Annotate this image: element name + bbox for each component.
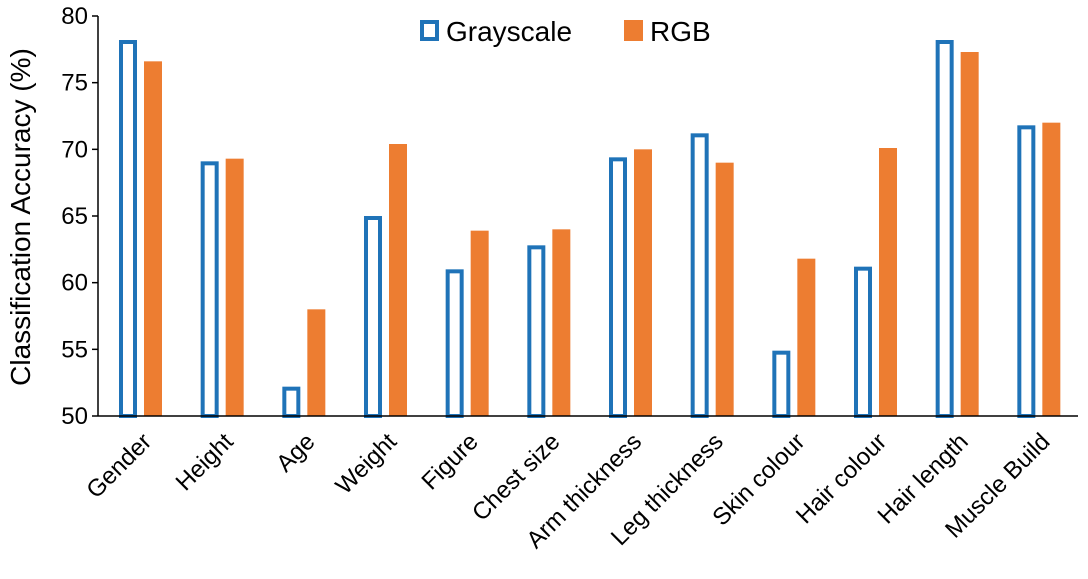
- y-axis-title: Classification Accuracy (%): [5, 48, 36, 386]
- bar-grayscale-gender: [119, 40, 137, 418]
- bar-rgb-leg-thickness: [715, 162, 734, 416]
- x-category-label: Weight: [330, 428, 402, 500]
- bar-grayscale-muscle-build: [1017, 125, 1036, 418]
- y-tick-labels: 50 55 60 65 70 75 80: [61, 3, 88, 430]
- axes-group: [92, 15, 1078, 417]
- bars-group: [119, 40, 1061, 419]
- bar-rgb-skin-colour: [797, 258, 816, 416]
- legend: Grayscale RGB: [420, 16, 711, 47]
- x-category-label: Height: [171, 428, 239, 496]
- bar-grayscale-figure: [445, 269, 464, 419]
- y-tick-label: 80: [61, 3, 88, 30]
- bar-rgb-hair-length: [960, 52, 979, 416]
- x-category-label: Gender: [81, 428, 157, 504]
- bar-rgb-gender: [144, 61, 162, 416]
- bar-grayscale-hair-length: [935, 40, 954, 418]
- bar-rgb-figure: [470, 230, 489, 416]
- bar-grayscale-weight: [364, 216, 382, 418]
- bar-grayscale-leg-thickness: [690, 133, 709, 418]
- legend-swatch-grayscale: [420, 20, 439, 41]
- y-tick-label: 60: [61, 270, 88, 297]
- bar-rgb-hair-colour: [879, 148, 897, 416]
- bar-grayscale-hair-colour: [854, 266, 872, 418]
- bar-grayscale-chest-size: [527, 245, 546, 418]
- y-tick-label: 55: [61, 336, 88, 363]
- bar-grayscale-age: [282, 386, 301, 418]
- y-tick-label: 65: [61, 203, 88, 230]
- y-tick-label: 70: [61, 136, 88, 163]
- legend-swatch-rgb: [624, 20, 643, 41]
- x-category-label: Age: [271, 428, 320, 477]
- bar-grayscale-arm-thickness: [609, 157, 627, 418]
- bar-rgb-arm-thickness: [634, 149, 652, 417]
- bar-rgb-height: [225, 158, 244, 416]
- bar-rgb-muscle-build: [1042, 122, 1061, 417]
- y-tick-label: 50: [61, 403, 88, 430]
- bar-grayscale-skin-colour: [772, 350, 791, 418]
- legend-label-grayscale: Grayscale: [446, 16, 572, 47]
- x-category-label: Figure: [417, 428, 484, 495]
- bar-rgb-weight: [389, 144, 407, 416]
- legend-label-rgb: RGB: [650, 16, 711, 47]
- bar-grayscale-height: [200, 161, 219, 418]
- bar-rgb-age: [307, 309, 326, 416]
- y-tick-label: 75: [61, 70, 88, 97]
- bar-rgb-chest-size: [552, 229, 571, 416]
